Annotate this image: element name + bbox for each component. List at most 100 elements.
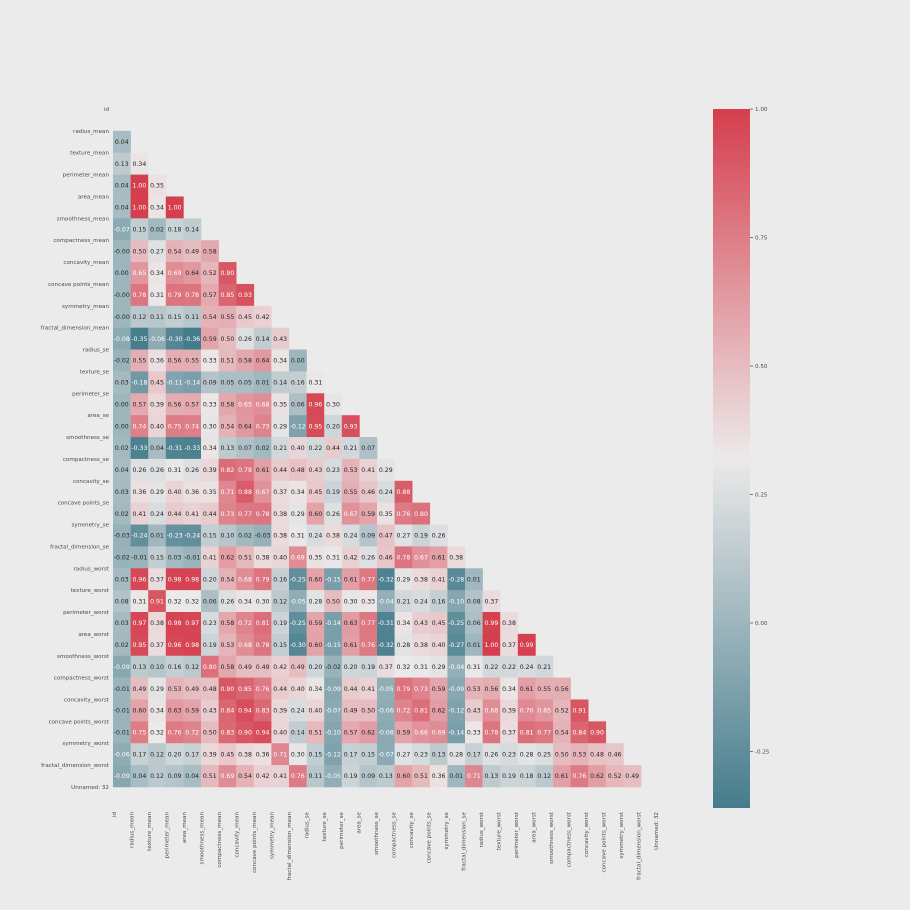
cell-annotation: 0.38 bbox=[273, 533, 287, 540]
heatmap-cell: 0.50 bbox=[201, 721, 219, 744]
cell-rect bbox=[201, 415, 219, 438]
y-tick-label: area_mean bbox=[78, 194, 110, 200]
cell-rect bbox=[148, 546, 167, 569]
cell-rect bbox=[165, 765, 184, 788]
cell-annotation: 0.41 bbox=[203, 555, 217, 562]
cell-annotation: 0.79 bbox=[397, 686, 411, 693]
heatmap-cell: 0.44 bbox=[271, 458, 290, 482]
cell-annotation: 0.58 bbox=[221, 401, 235, 408]
cell-annotation: 0.36 bbox=[185, 489, 199, 496]
y-tick-label: concave points_se bbox=[58, 501, 110, 507]
cell-annotation: 0.76 bbox=[573, 773, 587, 780]
cell-annotation: -0.09 bbox=[114, 773, 130, 780]
cell-annotation: 0.80 bbox=[414, 511, 428, 518]
cell-annotation: 0.83 bbox=[256, 708, 270, 715]
cell-annotation: 0.26 bbox=[221, 598, 235, 605]
cell-rect bbox=[130, 283, 149, 307]
heatmap-cell: 0.96 bbox=[130, 568, 149, 591]
cell-rect bbox=[236, 393, 255, 416]
cell-rect bbox=[535, 655, 554, 678]
heatmap-cell: -0.33 bbox=[130, 437, 149, 460]
cell-rect bbox=[113, 655, 131, 678]
heatmap-cell: 0.19 bbox=[359, 655, 378, 678]
cell-annotation: 0.07 bbox=[238, 445, 252, 452]
cell-rect bbox=[412, 612, 431, 635]
heatmap-cell: 0.78 bbox=[236, 458, 255, 482]
heatmap-cell: 0.65 bbox=[130, 262, 149, 285]
cell-rect bbox=[324, 502, 343, 525]
heatmap-cell: -0.25 bbox=[289, 568, 307, 591]
cell-rect bbox=[412, 546, 431, 569]
cell-annotation: 0.26 bbox=[238, 336, 252, 343]
heatmap-cell: 0.52 bbox=[201, 262, 219, 285]
cell-annotation: 0.62 bbox=[361, 729, 375, 736]
heatmap-cell: 0.26 bbox=[130, 458, 149, 482]
heatmap-cell: 0.52 bbox=[553, 699, 571, 722]
y-tick-label: concavity_se bbox=[73, 479, 110, 485]
y-tick-label: symmetry_mean bbox=[62, 304, 109, 310]
cell-annotation: 0.69 bbox=[221, 773, 235, 780]
heatmap-cell: 0.56 bbox=[482, 677, 501, 700]
cell-annotation: -0.24 bbox=[184, 533, 200, 540]
cell-annotation: 0.15 bbox=[133, 226, 147, 233]
heatmap-cell: 0.31 bbox=[306, 371, 325, 394]
cell-annotation: 0.14 bbox=[185, 226, 199, 233]
cell-annotation: 0.38 bbox=[414, 576, 428, 583]
cell-annotation: 0.60 bbox=[309, 642, 323, 649]
cell-annotation: 0.30 bbox=[326, 401, 340, 408]
cell-annotation: 0.84 bbox=[221, 708, 235, 715]
heatmap-cell: -0.05 bbox=[324, 765, 343, 788]
y-tick-label: compactness_worst bbox=[54, 676, 110, 682]
heatmap-cell: 0.44 bbox=[324, 437, 343, 460]
x-tick-label: concavity_se bbox=[409, 811, 415, 848]
cell-annotation: 0.96 bbox=[309, 401, 323, 408]
heatmap-cell: -0.02 bbox=[113, 349, 131, 372]
heatmap-cell: 0.59 bbox=[429, 677, 448, 700]
cell-annotation: 0.60 bbox=[133, 708, 147, 715]
cell-annotation: 0.55 bbox=[133, 358, 147, 365]
heatmap-cell: 0.76 bbox=[570, 765, 589, 788]
cell-annotation: 0.11 bbox=[185, 314, 199, 321]
heatmap-cell: 0.98 bbox=[165, 568, 184, 591]
cell-rect bbox=[201, 283, 219, 307]
cell-annotation: 0.04 bbox=[115, 205, 129, 212]
cell-rect bbox=[130, 633, 149, 657]
heatmap-cell: 0.33 bbox=[201, 393, 219, 416]
heatmap-cell: 0.12 bbox=[148, 765, 167, 788]
cell-rect bbox=[359, 524, 378, 547]
heatmap-cell: 0.51 bbox=[201, 765, 219, 788]
cell-rect bbox=[183, 349, 202, 372]
heatmap-cell: 0.50 bbox=[359, 699, 378, 722]
heatmap-cell: -0.36 bbox=[183, 327, 202, 350]
heatmap-cell: 0.32 bbox=[148, 721, 167, 744]
x-tick-label: texture_mean bbox=[147, 812, 153, 851]
cell-annotation: 0.88 bbox=[238, 489, 252, 496]
cell-rect bbox=[201, 699, 219, 722]
heatmap-cell: -0.03 bbox=[253, 524, 272, 547]
cell-annotation: 0.18 bbox=[168, 226, 182, 233]
cell-rect bbox=[482, 699, 501, 722]
cell-annotation: 0.11 bbox=[150, 314, 164, 321]
cell-rect bbox=[570, 765, 589, 788]
cell-annotation: 0.54 bbox=[221, 423, 235, 430]
cell-rect bbox=[447, 765, 466, 788]
cell-rect bbox=[201, 568, 219, 591]
heatmap-cell: 0.77 bbox=[236, 502, 255, 525]
cell-rect bbox=[324, 524, 343, 547]
cell-annotation: 0.58 bbox=[221, 664, 235, 671]
cell-rect bbox=[429, 655, 448, 678]
x-tick-label: id bbox=[112, 812, 118, 818]
heatmap-cell: 0.05 bbox=[218, 371, 237, 394]
cell-rect bbox=[289, 458, 307, 482]
cell-rect bbox=[306, 765, 325, 788]
cell-rect bbox=[201, 371, 219, 394]
cell-annotation: -0.14 bbox=[184, 380, 200, 387]
cell-rect bbox=[377, 612, 395, 635]
heatmap-cell: 0.34 bbox=[148, 196, 167, 219]
cell-rect bbox=[165, 262, 184, 285]
cell-rect bbox=[359, 655, 378, 678]
heatmap-cell: 0.98 bbox=[183, 633, 202, 657]
cell-annotation: -0.08 bbox=[378, 729, 394, 736]
heatmap-cell: 0.01 bbox=[465, 633, 483, 657]
cell-rect bbox=[236, 721, 255, 744]
